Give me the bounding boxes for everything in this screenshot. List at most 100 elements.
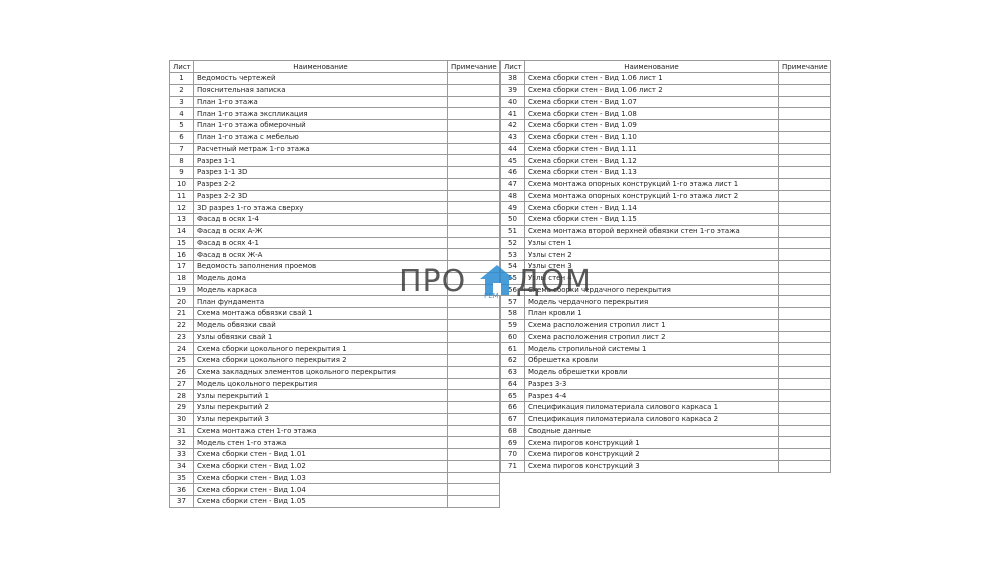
sheet-name: Схема монтажа опорных конструкций 1-го э…: [524, 177, 779, 191]
sheet-name: Схема сборки стен - Вид 1.10: [524, 130, 779, 144]
table-row: 51 Схема монтажа второй верхней обвязки с…: [500, 224, 831, 238]
table-row: 33 Схема сборки стен - Вид 1.01: [169, 448, 500, 461]
table-row: 62 Обрешетка кровли: [500, 354, 831, 367]
sheet-name: Схема сборки стен - Вид 1.14: [524, 201, 779, 214]
sheet-number: 46: [500, 166, 525, 179]
sheet-number: 29: [169, 401, 194, 414]
sheet-number: 65: [500, 389, 525, 402]
sheet-number: 15: [169, 236, 194, 250]
sheet-name: Пояснительная записка: [193, 83, 448, 97]
table-row: 1 Ведомость чертежей: [169, 72, 500, 85]
table-row: 53 Узлы стен 2: [500, 248, 831, 261]
table-row: 57 Модель чердачного перекрытия: [500, 295, 831, 308]
sheet-note: [778, 72, 831, 85]
table-row: 31 Схема монтажа стен 1-го этажа: [169, 424, 500, 438]
table-row: 46 Схема сборки стен - Вид 1.13: [500, 166, 831, 179]
sheet-name: Ведомость чертежей: [193, 72, 448, 85]
sheet-note: [778, 95, 831, 109]
sheet-number: 41: [500, 107, 525, 120]
sheet-note: [447, 459, 500, 473]
table-row: 44 Схема сборки стен - Вид 1.11: [500, 142, 831, 156]
sheet-number: 50: [500, 213, 525, 226]
sheet-number: 2: [169, 83, 194, 97]
column-header: Примечание: [778, 60, 831, 73]
sheet-note: [447, 448, 500, 461]
sheet-number: 39: [500, 83, 525, 97]
sheet-number: 59: [500, 318, 525, 332]
sheet-name: Разрез 3-3: [524, 377, 779, 391]
table-row: 67 Спецификация пиломатериала силового ка…: [500, 412, 831, 426]
sheet-number: 66: [500, 401, 525, 414]
table-row: 47 Схема монтажа опорных конструкций 1-го…: [500, 177, 831, 191]
sheet-number: 9: [169, 166, 194, 179]
sheet-name: Схема монтажа стен 1-го этажа: [193, 424, 448, 438]
sheet-note: [447, 142, 500, 156]
sheet-note: [778, 283, 831, 297]
table-row: 55Узлы стен 4: [500, 271, 831, 285]
sheet-name: 3D разрез 1-го этажа сверху: [193, 201, 448, 214]
sheet-note: [778, 436, 831, 449]
sheet-number: 23: [169, 330, 194, 344]
sheet-name: План 1-го этажа экспликация: [193, 107, 448, 120]
table-row: 69 Схема пирогов конструкций 1: [500, 436, 831, 449]
sheet-number: 64: [500, 377, 525, 391]
sheet-name: Схема сборки стен - Вид 1.05: [193, 495, 448, 508]
sheet-note: [447, 189, 500, 203]
table-row: 37 Схема сборки стен - Вид 1.05: [169, 495, 500, 508]
sheet-name: Узлы перекрытий 3: [193, 412, 448, 426]
table-row: 14 Фасад в осях А-Ж: [169, 224, 500, 238]
sheet-note: [447, 177, 500, 191]
sheet-number: 19: [169, 283, 194, 297]
sheet-note: [447, 401, 500, 414]
sheet-note: [447, 307, 500, 320]
sheet-number: 36: [169, 483, 194, 496]
watermark-text: ДОМ: [516, 264, 592, 299]
table-row: 3 План 1-го этажа: [169, 95, 500, 109]
sheet-note: [447, 72, 500, 85]
table-row: 32 Модель стен 1-го этажа: [169, 436, 500, 449]
sheet-number: 6: [169, 130, 194, 144]
sheet-name: Схема сборки стен - Вид 1.13: [524, 166, 779, 179]
sheet-note: [447, 436, 500, 449]
sheet-name: Схема сборки стен - Вид 1.04: [193, 483, 448, 496]
table-row: 8 Разрез 1-1: [169, 154, 500, 167]
sheet-note: [778, 365, 831, 379]
sheet-name: Схема пирогов конструкций 3: [524, 459, 779, 473]
sheet-note: [778, 154, 831, 167]
sheet-number: 22: [169, 318, 194, 332]
sheet-note: [447, 260, 500, 273]
sheet-number: 18: [169, 271, 194, 285]
sheet-note: [447, 213, 500, 226]
table-row: 71 Схема пирогов конструкций 3: [500, 459, 831, 473]
sheet-name: Разрез 1-1: [193, 154, 448, 167]
sheet-note: [447, 201, 500, 214]
sheet-note: [447, 483, 500, 496]
sheet-number: 48: [500, 189, 525, 203]
sheet-name: Схема сборки стен - Вид 1.11: [524, 142, 779, 156]
sheet-number: 35: [169, 471, 194, 485]
sheet-note: [447, 495, 500, 508]
sheet-name: Схема монтажа опорных конструкций 1-го э…: [524, 189, 779, 203]
table-row: 4 План 1-го этажа экспликация: [169, 107, 500, 120]
sheet-number: 30: [169, 412, 194, 426]
sheet-note: [778, 189, 831, 203]
sheet-number: 68: [500, 424, 525, 438]
sheet-name: Разрез 4-4: [524, 389, 779, 402]
sheet-name: Узлы стен 3: [524, 260, 779, 273]
sheet-note: [447, 107, 500, 120]
sheet-note: [447, 83, 500, 97]
table-row: 7 Расчетный метраж 1-го этажа: [169, 142, 500, 156]
sheet-number: 60: [500, 330, 525, 344]
table-row: 26 Схема закладных элементов цокольного п…: [169, 365, 500, 379]
sheet-name: Схема закладных элементов цокольного пер…: [193, 365, 448, 379]
table-row: 49 Схема сборки стен - Вид 1.14: [500, 201, 831, 214]
sheet-note: [778, 354, 831, 367]
table-row: 48 Схема монтажа опорных конструкций 1-го…: [500, 189, 831, 203]
sheet-number: 28: [169, 389, 194, 402]
sheet-number: 33: [169, 448, 194, 461]
sheet-name: План 1-го этажа обмерочный: [193, 119, 448, 132]
sheet-name: Схема сборки стен - Вид 1.06 лист 2: [524, 83, 779, 97]
table-row: 34 Схема сборки стен - Вид 1.02: [169, 459, 500, 473]
table-row: 40 Схема сборки стен - Вид 1.07: [500, 95, 831, 109]
sheet-note: [778, 412, 831, 426]
